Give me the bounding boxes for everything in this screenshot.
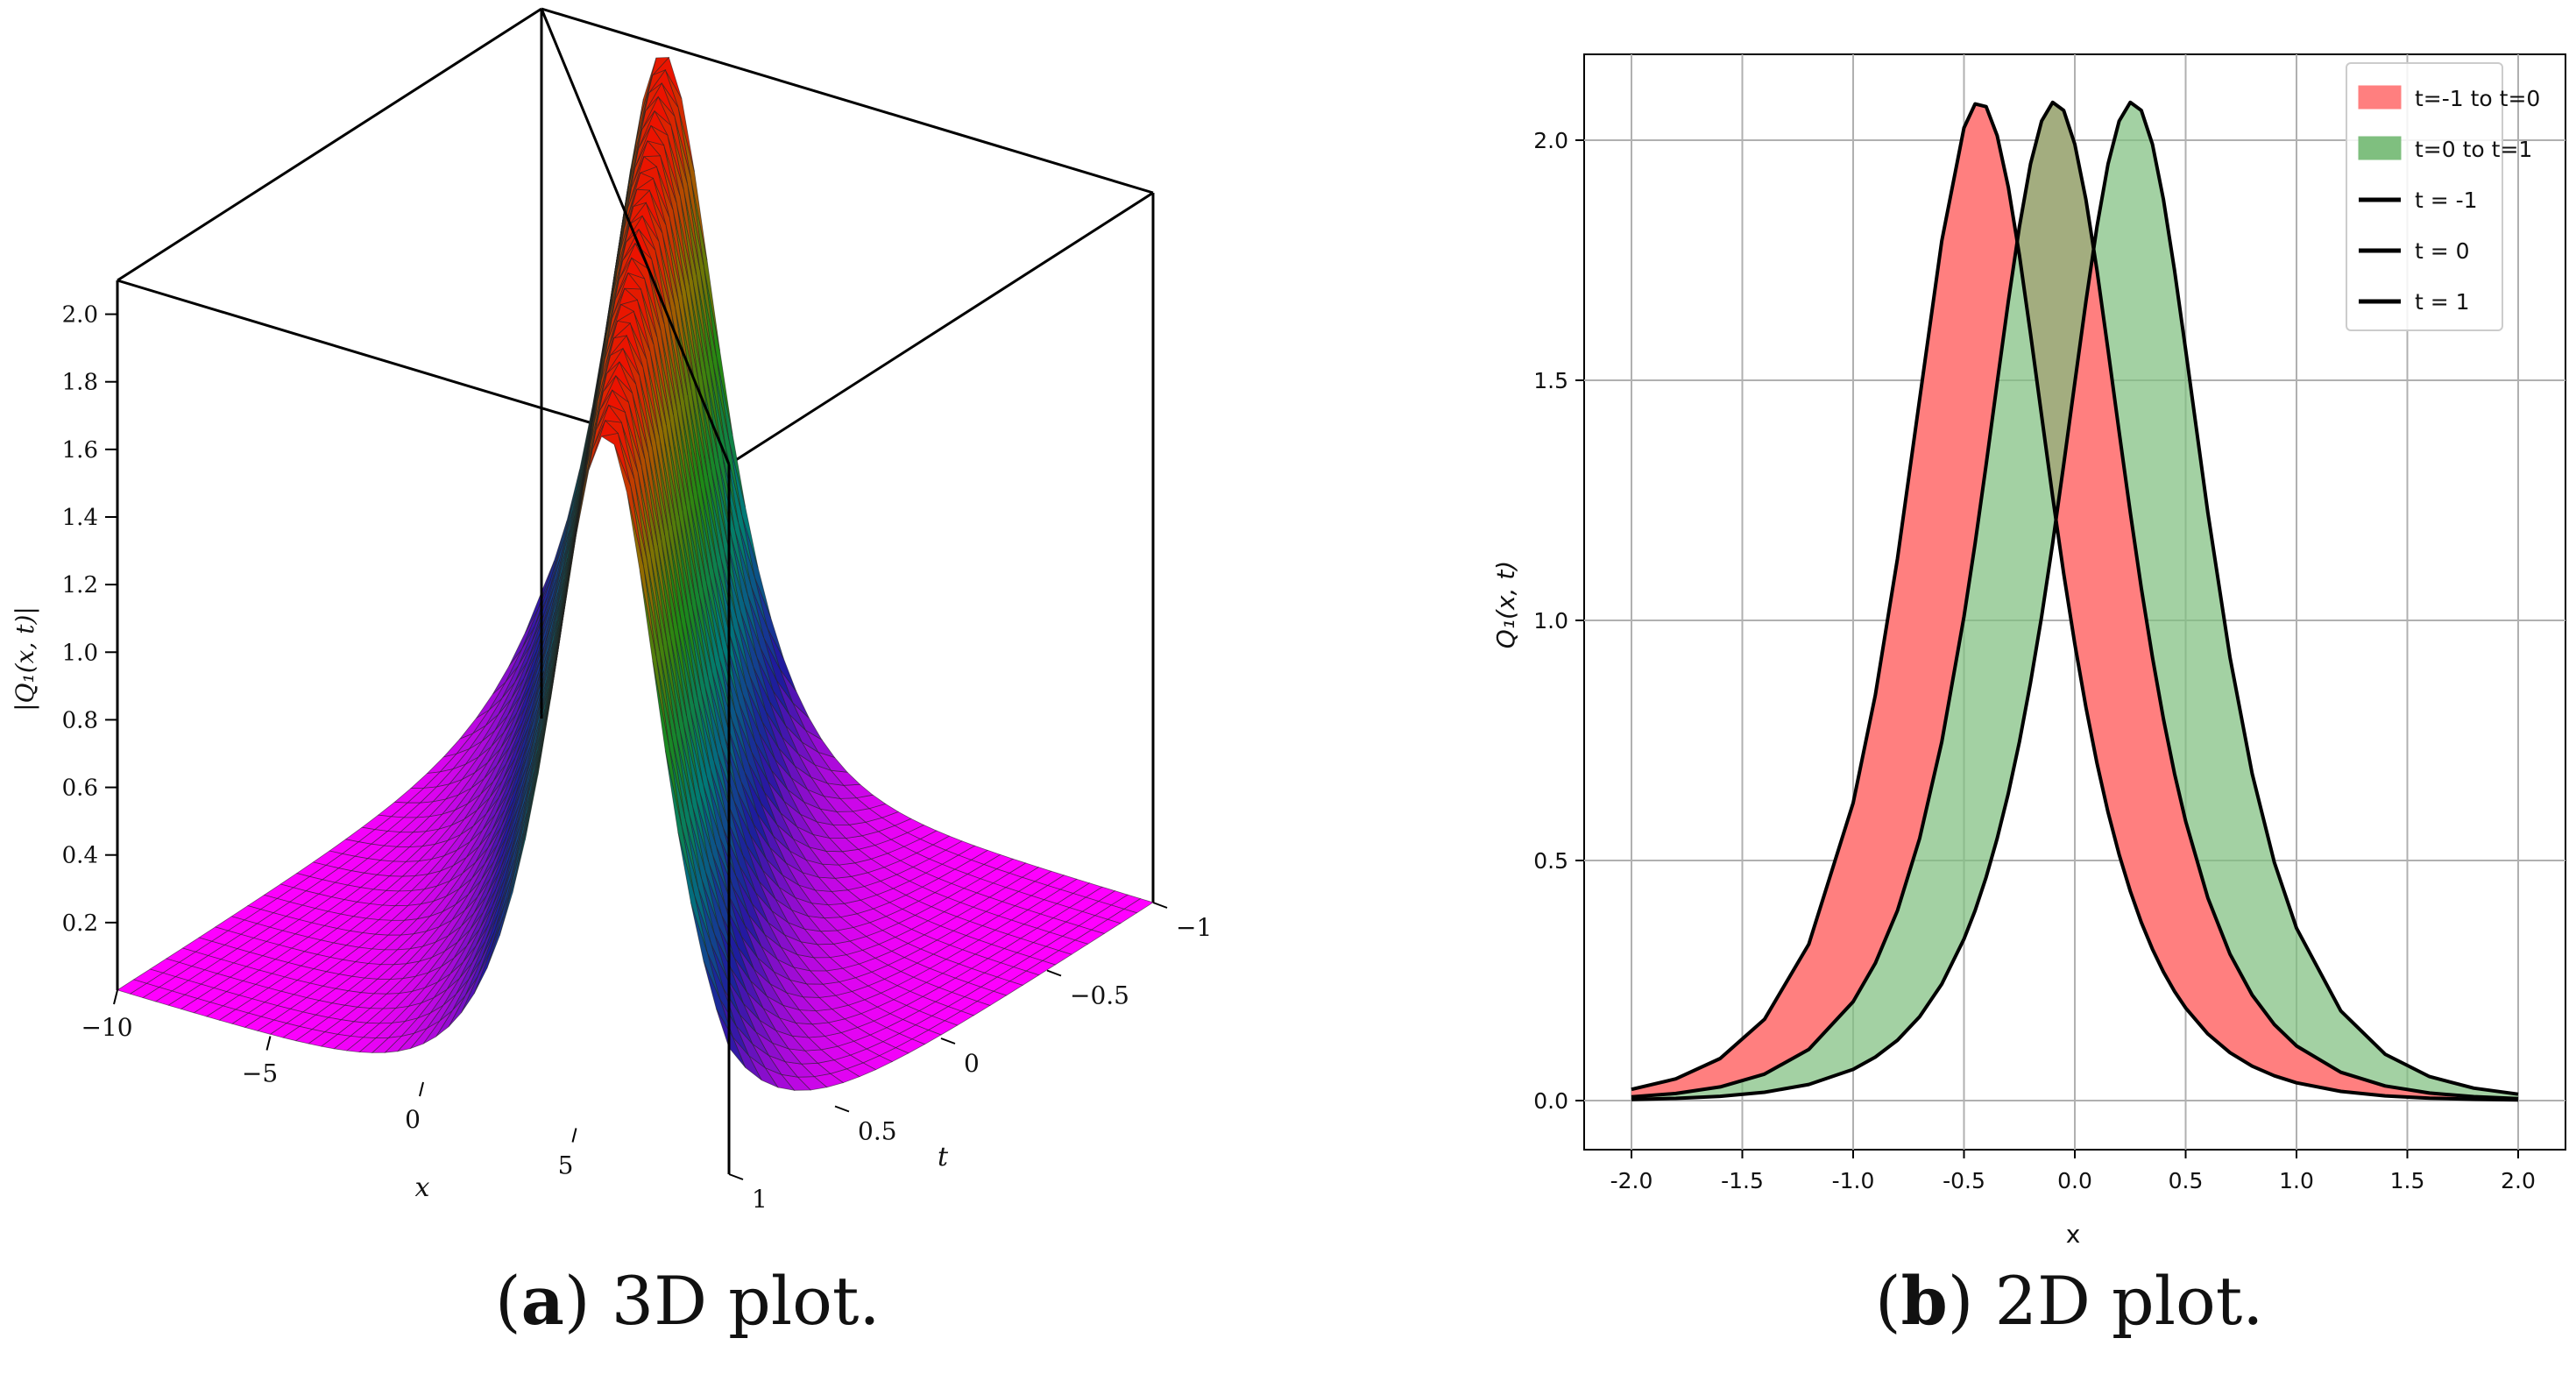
t-axis: −1 −0.5 0 0.5 1 xyxy=(728,902,1212,1214)
fill-area-2 xyxy=(1631,102,2518,1100)
t-tick-mark xyxy=(1152,902,1168,909)
x-tick-label: 0.0 xyxy=(2057,1168,2092,1193)
series-line-2 xyxy=(1631,100,2519,1101)
z-axis: 0.2 0.4 0.6 0.8 1.0 1.2 1.4 1.6 1.8 2.0 xyxy=(62,280,119,990)
box-edge xyxy=(541,7,1154,195)
x-tick-mark xyxy=(419,1081,424,1097)
y-tick-label: 1.0 xyxy=(1533,608,1568,634)
box-edge xyxy=(728,191,1154,466)
z-tick-label: 0.8 xyxy=(62,707,98,733)
z-tick-label: 1.4 xyxy=(62,505,98,531)
y-tick-label: 0.5 xyxy=(1533,848,1568,874)
surface-cell xyxy=(117,979,148,995)
t-tick-mark xyxy=(834,1105,850,1113)
x-axis-label: x xyxy=(2066,1220,2081,1249)
caption-b-letter: b xyxy=(1900,1262,1948,1340)
t-tick-label: 1 xyxy=(752,1185,768,1214)
legend-swatch-2 xyxy=(2358,136,2402,160)
x-tick-label: 2.0 xyxy=(2501,1168,2536,1193)
t-tick-mark xyxy=(1046,969,1062,977)
t-tick-label: −0.5 xyxy=(1070,981,1129,1010)
z-tick-label: 0.4 xyxy=(62,843,98,869)
x-tick-label: -0.5 xyxy=(1943,1168,1985,1193)
x-tick-label: −5 xyxy=(242,1059,278,1088)
t-tick-label: 0 xyxy=(964,1049,980,1078)
y-axis-label: Q₁(x, t) xyxy=(1491,561,1520,648)
y-tick-label: 2.0 xyxy=(1533,128,1568,153)
x-tick-label: -1.5 xyxy=(1721,1168,1764,1193)
z-tick-label: 1.0 xyxy=(62,640,98,666)
x-tick-label: -2.0 xyxy=(1610,1168,1653,1193)
z-tick-label: 0.2 xyxy=(62,910,98,937)
z-axis-label: |Q₁(x, t)| xyxy=(11,606,39,712)
box-front-edges xyxy=(540,8,731,1174)
caption-b-text: 2D plot. xyxy=(1994,1262,2264,1340)
z-tick-label: 1.2 xyxy=(62,572,98,598)
legend-label-2: t=0 to t=1 xyxy=(2415,137,2532,162)
t-tick-label: 0.5 xyxy=(858,1117,897,1146)
box-edge xyxy=(540,8,731,465)
x-tick-label: 5 xyxy=(558,1151,574,1180)
legend: t=-1 to t=0 t=0 to t=1 t = -1 t = 0 t = 1 xyxy=(2346,62,2540,331)
y-tick-label: 0.0 xyxy=(1533,1088,1568,1114)
legend-label-5: t = 1 xyxy=(2415,289,2470,315)
t-tick-label: −1 xyxy=(1176,913,1212,942)
x-tick-mark xyxy=(571,1128,577,1143)
z-tick-label: 0.6 xyxy=(62,775,98,802)
legend-label-1: t=-1 to t=0 xyxy=(2415,86,2540,111)
x-tick-label: 1.5 xyxy=(2390,1168,2425,1193)
filled-areas xyxy=(1631,102,2518,1101)
caption-a-letter: a xyxy=(520,1262,564,1340)
caption-a: (a) 3D plot. xyxy=(495,1262,881,1340)
x-tick-mark xyxy=(113,989,118,1005)
x-tick-label: −10 xyxy=(81,1013,132,1042)
legend-box xyxy=(2346,62,2503,331)
legend-label-3: t = -1 xyxy=(2415,188,2478,213)
t-tick-mark xyxy=(940,1037,956,1045)
caption-a-text: 3D plot. xyxy=(611,1262,881,1340)
x-tick-label: 0 xyxy=(405,1105,421,1134)
z-tick-label: 1.6 xyxy=(62,437,98,464)
t-tick-mark xyxy=(728,1173,744,1180)
legend-label-4: t = 0 xyxy=(2415,238,2470,264)
t-axis-label: t xyxy=(938,1142,949,1172)
x-tick-label: 0.5 xyxy=(2169,1168,2204,1193)
series-line-3 xyxy=(1631,100,2519,1101)
x-tick-label: 1.0 xyxy=(2279,1168,2314,1193)
x-tick-mark xyxy=(265,1036,272,1051)
x-tick-label: -1.0 xyxy=(1832,1168,1875,1193)
y-tick-label: 1.5 xyxy=(1533,368,1568,393)
x-axis-label: x xyxy=(415,1172,430,1203)
y-ticks: 0.0 0.5 1.0 1.5 2.0 xyxy=(1533,128,1584,1114)
series-line-1 xyxy=(1631,102,2519,1102)
fill-area-1 xyxy=(1631,102,2518,1101)
box-edge xyxy=(117,7,542,282)
legend-swatch-1 xyxy=(2358,85,2402,110)
z-tick-label: 2.0 xyxy=(62,302,98,329)
caption-b: (b) 2D plot. xyxy=(1875,1262,2264,1340)
series-lines xyxy=(1631,100,2519,1102)
x-ticks: -2.0 -1.5 -1.0 -0.5 0.0 0.5 1.0 1.5 2.0 xyxy=(1610,1150,2536,1193)
x-axis: −10 −5 0 5 xyxy=(81,989,577,1180)
panel-2d-plot: -2.0 -1.5 -1.0 -0.5 0.0 0.5 1.0 1.5 2.0 0.0 0.5 1.… xyxy=(1491,53,2566,1249)
z-tick-label: 1.8 xyxy=(62,370,98,396)
panel-3d-plot: 0.20.40.60.81.01.21.41.61.82.0 −10−505 −… xyxy=(11,7,1212,1214)
surface-mesh xyxy=(117,56,1154,1091)
